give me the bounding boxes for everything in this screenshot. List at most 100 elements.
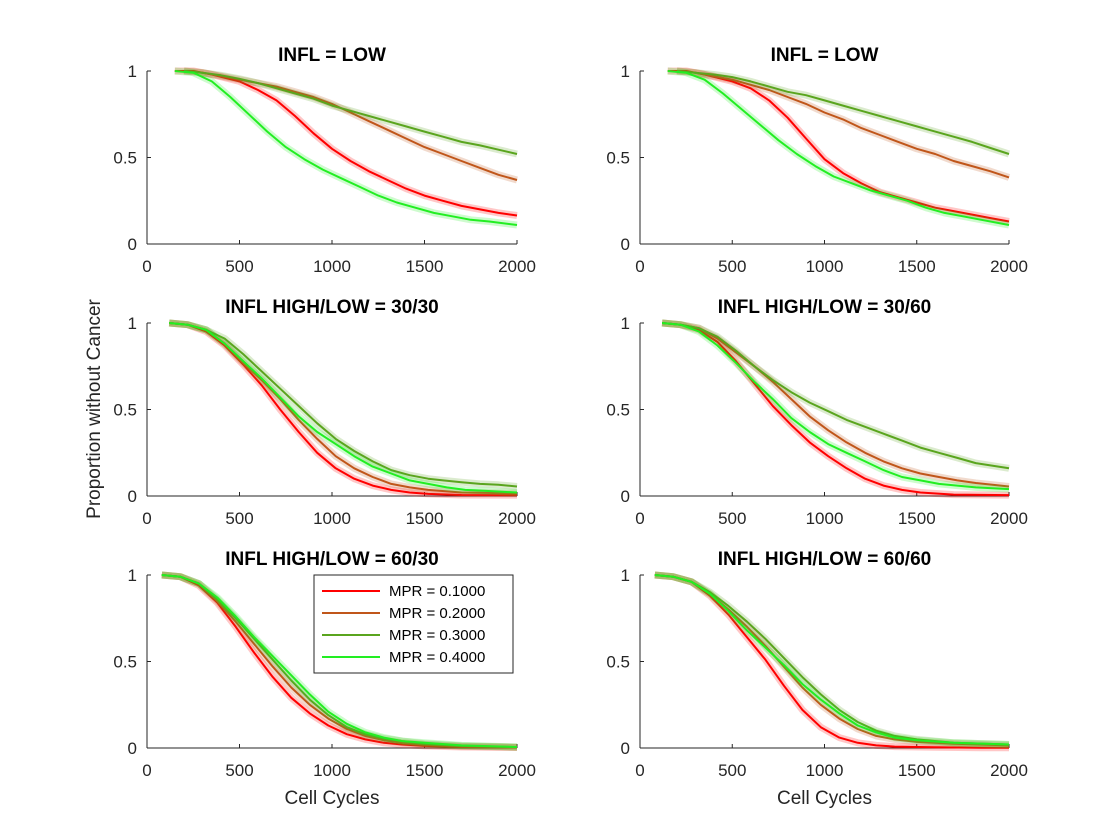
chart-panel-5: 0 500 1000 1500 2000 0 0.5 1 INFL HIGH/LOW = 60/… (113, 549, 536, 809)
legend-entry-label: MPR = 0.2000 (389, 605, 485, 622)
series-line (161, 574, 518, 749)
y-tick-label: 1 (621, 314, 630, 333)
chart-panel-4: 0 500 1000 1500 2000 0 0.5 1 INFL HIGH/LOW = 30/… (606, 297, 1028, 528)
series-line (654, 574, 1010, 747)
x-tick-label: 1500 (406, 257, 444, 276)
panel-title: INFL HIGH/LOW = 60/30 (225, 549, 438, 570)
x-tick-label: 1000 (313, 257, 351, 276)
y-tick-label: 0 (621, 235, 630, 254)
series-confidence-band (661, 319, 1010, 499)
chart-panel-2: 0 500 1000 1500 2000 0 0.5 1 INFL = LOW (606, 45, 1028, 276)
x-tick-label: 1500 (898, 761, 936, 780)
x-tick-label: 2000 (498, 509, 536, 528)
series-line (654, 574, 1010, 746)
series-confidence-band (667, 67, 1010, 229)
series-confidence-band (654, 571, 1010, 749)
x-tick-label: 500 (718, 509, 746, 528)
y-tick-label: 0 (128, 487, 137, 506)
series-confidence-band (168, 319, 518, 497)
series-line (161, 574, 518, 748)
panel-title: INFL HIGH/LOW = 30/30 (225, 297, 438, 318)
series-line (174, 70, 518, 226)
series-line (654, 574, 1010, 746)
x-tick-label: 500 (225, 761, 253, 780)
x-axis-label: Cell Cycles (284, 788, 379, 809)
x-tick-label: 500 (225, 257, 253, 276)
chart-panel-1: 0 500 1000 1500 2000 0 0.5 1 INFL = LOW (113, 45, 536, 276)
x-tick-label: 2000 (990, 761, 1028, 780)
series-confidence-band (654, 571, 1010, 748)
x-tick-label: 0 (635, 761, 644, 780)
series-confidence-band (168, 319, 518, 496)
x-tick-label: 1000 (313, 761, 351, 780)
legend: MPR = 0.1000 MPR = 0.2000 MPR = 0.3000 MPR … (313, 574, 514, 674)
x-tick-label: 1500 (406, 509, 444, 528)
x-tick-label: 1000 (806, 761, 844, 780)
chart-panel-6: 0 500 1000 1500 2000 0 0.5 1 INFL HIGH/LOW = 60/… (606, 549, 1028, 809)
x-tick-label: 1000 (806, 257, 844, 276)
series-line (169, 322, 518, 495)
x-tick-label: 1000 (313, 509, 351, 528)
x-tick-label: 1500 (898, 509, 936, 528)
x-tick-label: 2000 (990, 509, 1028, 528)
y-tick-label: 0.5 (113, 653, 137, 672)
x-tick-label: 0 (142, 761, 151, 780)
panel-title: INFL HIGH/LOW = 60/60 (718, 549, 931, 570)
legend-entry-label: MPR = 0.1000 (389, 583, 485, 600)
x-tick-label: 500 (718, 761, 746, 780)
series-line (676, 70, 1010, 155)
y-tick-label: 0.5 (606, 653, 630, 672)
series-line (169, 322, 518, 497)
x-tick-label: 1500 (898, 257, 936, 276)
panel-title: INFL = LOW (278, 45, 386, 66)
panel-title: INFL = LOW (771, 45, 879, 66)
y-tick-label: 1 (128, 566, 137, 585)
x-tick-label: 0 (635, 257, 644, 276)
x-tick-label: 0 (142, 257, 151, 276)
series-line (676, 70, 1010, 179)
series-line (183, 70, 518, 155)
y-tick-label: 0.5 (113, 401, 137, 420)
y-tick-label: 0 (128, 739, 137, 758)
series-line (667, 70, 1010, 226)
y-tick-label: 0 (621, 739, 630, 758)
y-tick-label: 1 (128, 62, 137, 81)
shared-y-axis-label: Proportion without Cancer (84, 298, 105, 518)
series-line (662, 322, 1010, 470)
y-tick-label: 0.5 (606, 401, 630, 420)
series-line (662, 322, 1010, 497)
series-confidence-band (654, 571, 1010, 752)
panel-title: INFL HIGH/LOW = 30/60 (718, 297, 931, 318)
y-tick-label: 1 (621, 566, 630, 585)
x-tick-label: 2000 (990, 257, 1028, 276)
y-tick-label: 0 (128, 235, 137, 254)
y-tick-label: 0.5 (606, 149, 630, 168)
series-line (662, 322, 1010, 491)
x-tick-label: 0 (142, 509, 151, 528)
x-tick-label: 1000 (806, 509, 844, 528)
legend-entry-label: MPR = 0.4000 (389, 649, 485, 666)
x-tick-label: 500 (225, 509, 253, 528)
series-line (174, 70, 518, 217)
x-tick-label: 2000 (498, 257, 536, 276)
series-confidence-band (676, 67, 1011, 181)
series-confidence-band (168, 319, 518, 499)
chart-panel-3: 0 500 1000 1500 2000 0 0.5 1 INFL HIGH/LOW = 30/… (113, 297, 536, 528)
series-line (169, 322, 518, 488)
series-confidence-band (654, 571, 1010, 748)
series-line (662, 322, 1010, 488)
series-line (667, 70, 1010, 223)
x-tick-label: 0 (635, 509, 644, 528)
y-tick-label: 1 (621, 62, 630, 81)
series-line (169, 322, 518, 494)
x-tick-label: 1500 (406, 761, 444, 780)
y-tick-label: 0 (621, 487, 630, 506)
x-tick-label: 500 (718, 257, 746, 276)
x-tick-label: 2000 (498, 761, 536, 780)
legend-entry-label: MPR = 0.3000 (389, 627, 485, 644)
y-tick-label: 0.5 (113, 149, 137, 168)
x-axis-label: Cell Cycles (777, 788, 872, 809)
series-line (654, 574, 1010, 749)
